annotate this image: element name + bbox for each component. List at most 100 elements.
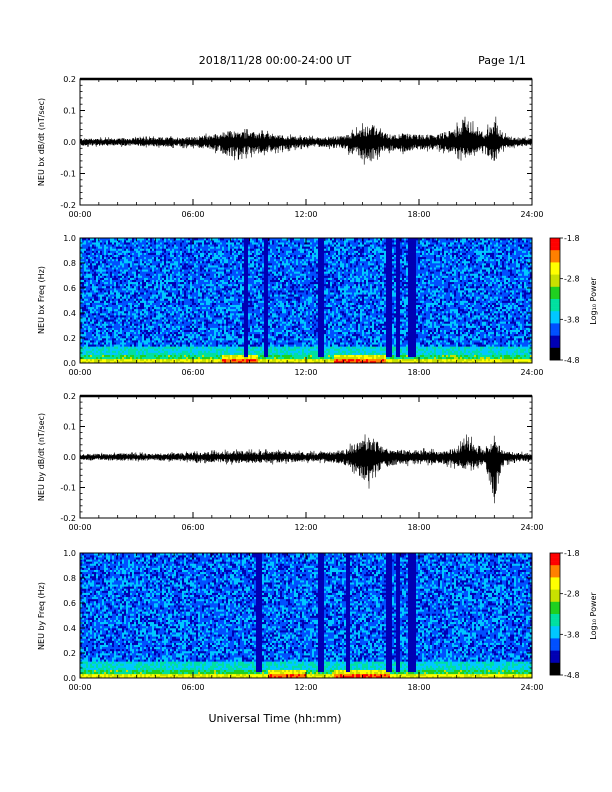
spectrogram-cell [200,240,202,242]
spectrogram-cell [124,321,126,323]
spectrogram-cell [200,296,202,298]
spectrogram-cell [236,346,238,348]
spectrogram-cell [190,251,192,253]
spectrogram-cell [242,353,244,355]
spectrogram-cell [188,323,190,325]
spectrogram-cell [140,248,142,250]
spectrogram-cell [82,315,84,317]
spectrogram-cell [136,319,138,321]
spectrogram-cell [156,301,158,303]
spectrogram-cell [170,323,172,325]
spectrogram-cell [194,315,196,317]
spectrogram-cell [208,340,210,342]
spectrogram-cell [114,263,116,265]
spectrogram-cell [86,284,88,286]
spectrogram-cell [96,351,98,353]
spectrogram-cell [220,261,222,263]
spectrogram-cell [180,240,182,242]
spectrogram-cell [108,253,110,255]
spectrogram-cell [226,240,228,242]
spectrogram-cell [110,342,112,344]
spectrogram-cell [122,307,124,309]
spectrogram-cell [208,353,210,355]
spectrogram-cell [180,317,182,319]
spectrogram-cell [82,348,84,350]
spectrogram-cell [154,338,156,340]
spectrogram-cell [216,357,218,359]
spectrogram-cell [224,276,226,278]
spectrogram-cell [98,269,100,271]
spectrogram-cell [178,344,180,346]
spectrogram-cell [238,336,240,338]
spectrogram-cell [104,269,106,271]
spectrogram-cell [102,278,104,280]
spectrogram-cell [114,317,116,319]
spectrogram-cell [168,298,170,300]
spectrogram-cell [108,323,110,325]
spectrogram-cell [148,344,150,346]
spectrogram-cell [174,292,176,294]
spectrogram-cell [224,292,226,294]
spectrogram-cell [100,242,102,244]
spectrogram-cell [226,292,228,294]
spectrogram-cell [172,336,174,338]
spectrogram-cell [102,340,104,342]
spectrogram-cell [174,290,176,292]
spectrogram-cell [166,346,168,348]
spectrogram-cell [230,330,232,332]
spectrogram-cell [146,273,148,275]
spectrogram-cell [118,257,120,259]
spectrogram-cell [136,280,138,282]
spectrogram-cell [130,284,132,286]
spectrogram-cell [174,328,176,330]
spectrogram-cell [90,244,92,246]
spectrogram-cell [216,271,218,273]
spectrogram-cell [132,284,134,286]
spectrogram-cell [178,261,180,263]
spectrogram-cell [186,351,188,353]
spectrogram-cell [120,242,122,244]
spectrogram-cell [130,257,132,259]
spectrogram-cell [226,340,228,342]
spectrogram-cell [234,305,236,307]
spectrogram-cell [202,282,204,284]
spectrogram-cell [166,353,168,355]
spectrogram-cell [108,246,110,248]
spectrogram-cell [164,251,166,253]
spectrogram-cell [208,269,210,271]
spectrogram-cell [232,323,234,325]
spectrogram-cell [86,296,88,298]
spectrogram-cell [222,332,224,334]
spectrogram-cell [208,334,210,336]
spectrogram-cell [86,336,88,338]
spectrogram-cell [242,323,244,325]
spectrogram-cell [190,288,192,290]
spectrogram-cell [220,355,222,357]
spectrogram-cell [236,307,238,309]
spectrogram-cell [202,290,204,292]
spectrogram-cell [134,338,136,340]
spectrogram-cell [208,282,210,284]
spectrogram-cell [84,309,86,311]
spectrogram-cell [236,321,238,323]
spectrogram-cell [212,284,214,286]
spectrogram-cell [108,315,110,317]
spectrogram-cell [150,315,152,317]
spectrogram-cell [202,263,204,265]
spectrogram-cell [134,288,136,290]
spectrogram-cell [124,307,126,309]
spectrogram-cell [146,309,148,311]
spectrogram-cell [114,332,116,334]
spectrogram-cell [118,340,120,342]
spectrogram-cell [210,344,212,346]
spectrogram-cell [240,309,242,311]
spectrogram-cell [218,305,220,307]
spectrogram-cell [154,357,156,359]
spectrogram-cell [96,298,98,300]
spectrogram-cell [130,313,132,315]
spectrogram-cell [126,255,128,257]
spectrogram-cell [194,253,196,255]
spectrogram-cell [216,346,218,348]
spectrogram-cell [94,282,96,284]
spectrogram-cell [154,353,156,355]
